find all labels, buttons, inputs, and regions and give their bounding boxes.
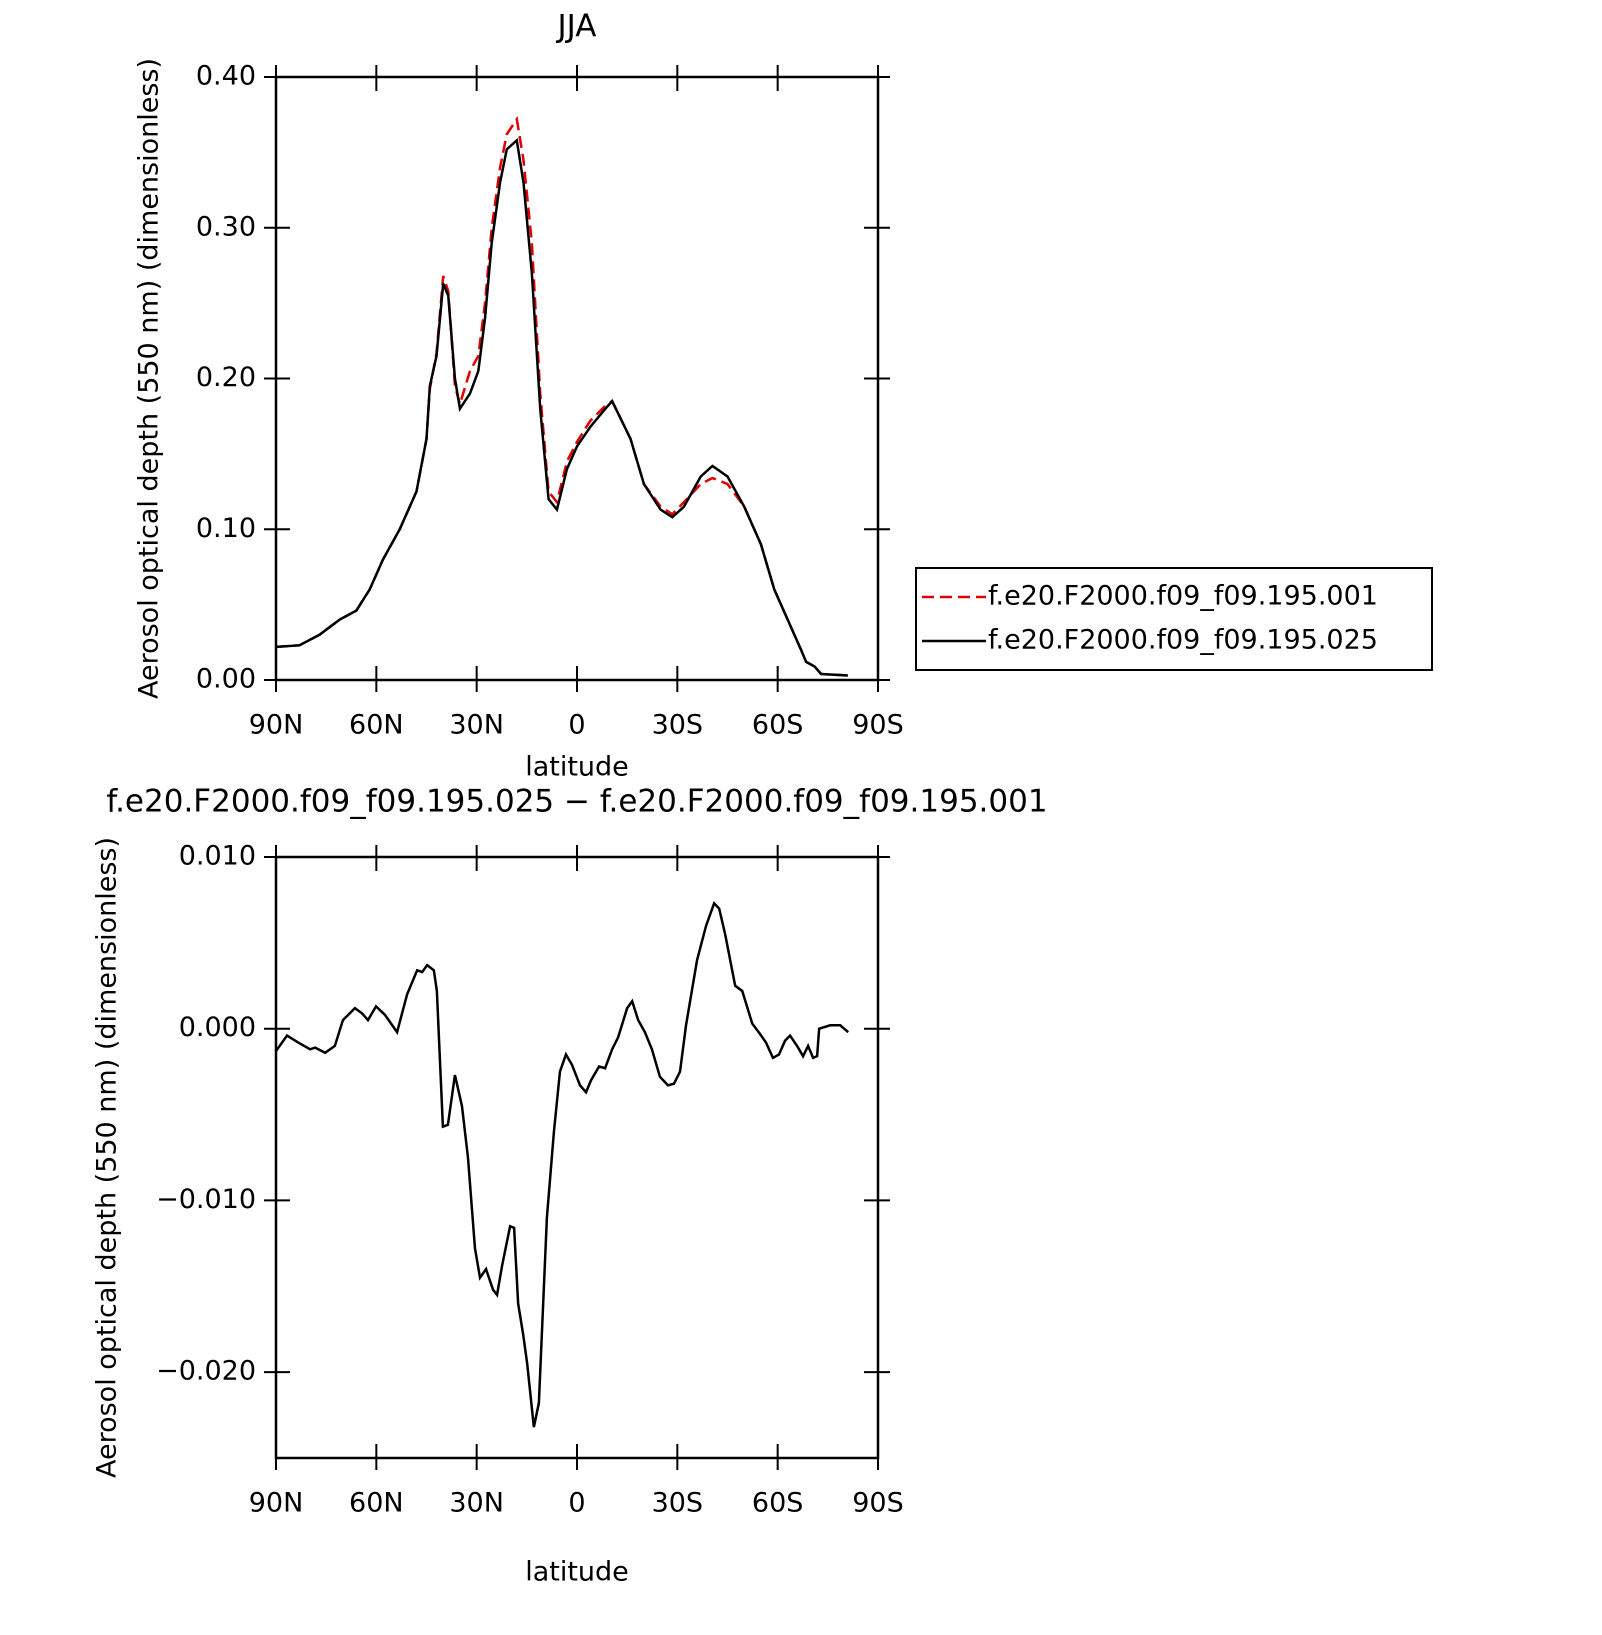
legend-box [915, 567, 1433, 671]
x-tick-label: 60S [752, 710, 804, 741]
x-axis-label: latitude [525, 1557, 629, 1588]
y-tick-label: 0.00 [196, 664, 256, 695]
data-line [274, 901, 850, 1428]
x-axis-label: latitude [525, 752, 629, 783]
x-tick-label: 90N [249, 710, 304, 741]
y-tick-label: 0.30 [196, 211, 256, 242]
plot-frame [274, 75, 880, 682]
x-tick-label: 0 [568, 1488, 585, 1519]
x-tick-label: 60S [752, 1488, 804, 1519]
y-tick-label: 0.40 [196, 61, 256, 92]
x-tick-label: 90N [249, 1488, 304, 1519]
legend-label: f.e20.F2000.f09_f09.195.025 [988, 625, 1378, 656]
y-tick-label: 0.10 [196, 513, 256, 544]
data-line [275, 115, 848, 677]
x-tick-label: 60N [349, 1488, 404, 1519]
plot-frame [274, 855, 880, 1460]
y-tick-label: 0.000 [179, 1012, 256, 1043]
x-tick-label: 90S [852, 710, 904, 741]
data-line [275, 137, 848, 677]
chart-title: f.e20.F2000.f09_f09.195.025 − f.e20.F200… [106, 784, 1047, 820]
y-axis-label: Aerosol optical depth (550 nm) (dimensio… [92, 837, 123, 1478]
x-tick-label: 60N [349, 710, 404, 741]
legend-label: f.e20.F2000.f09_f09.195.001 [988, 581, 1378, 612]
y-tick-label: 0.010 [179, 841, 256, 872]
y-tick-label: 0.20 [196, 362, 256, 393]
x-tick-label: 30S [652, 1488, 704, 1519]
x-tick-label: 30N [449, 1488, 504, 1519]
y-tick-label: −0.020 [156, 1356, 256, 1387]
x-tick-label: 30S [652, 710, 704, 741]
x-tick-label: 0 [568, 710, 585, 741]
x-tick-label: 90S [852, 1488, 904, 1519]
y-axis-label: Aerosol optical depth (550 nm) (dimensio… [134, 58, 165, 699]
x-tick-label: 30N [449, 710, 504, 741]
y-tick-label: −0.010 [156, 1184, 256, 1215]
chart-title: JJA [556, 9, 597, 45]
